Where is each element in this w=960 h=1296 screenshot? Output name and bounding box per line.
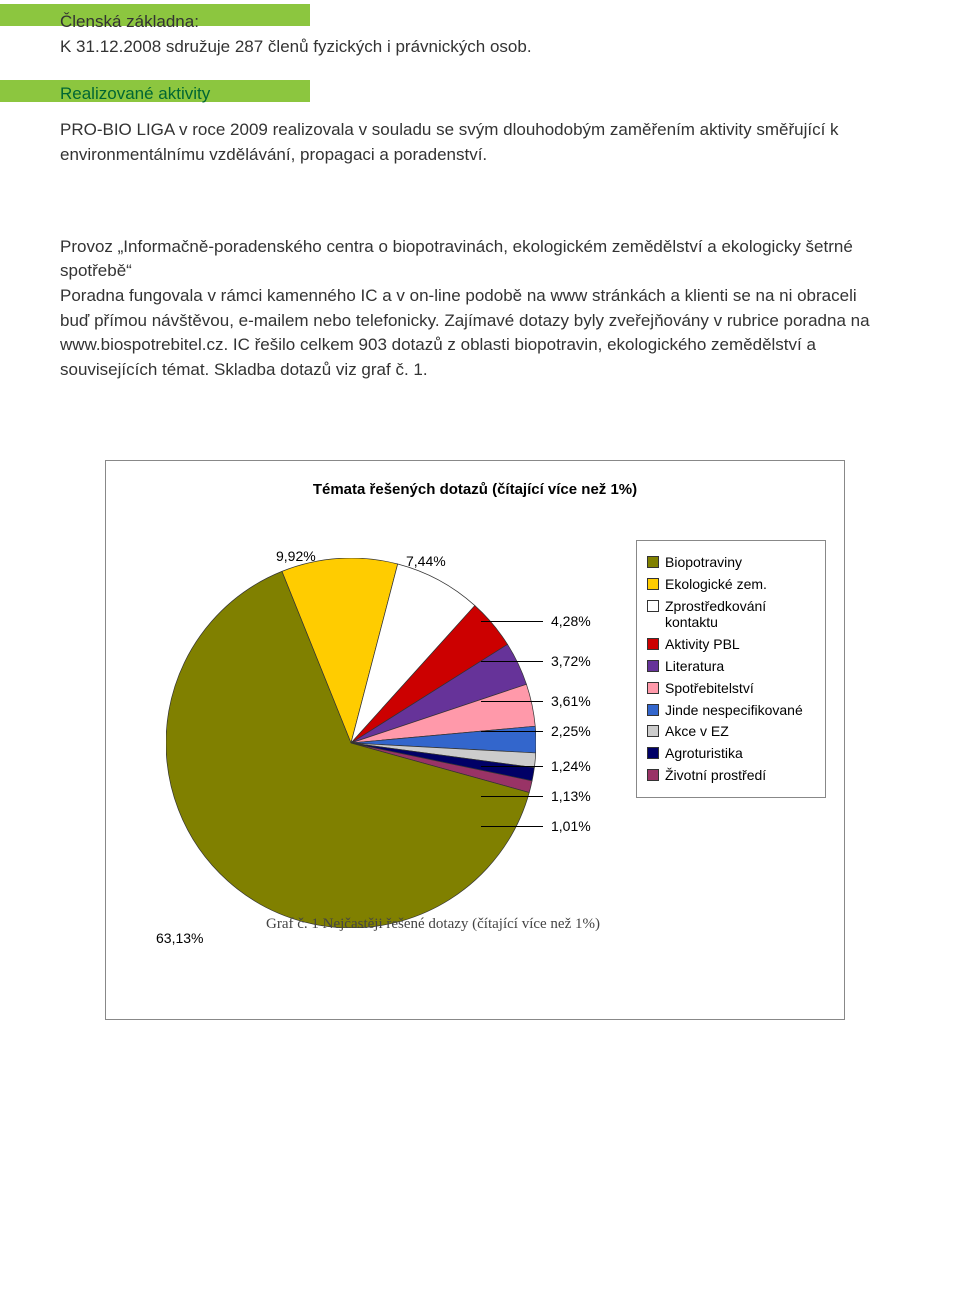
legend-item: Životní prostředí — [647, 767, 815, 784]
chart-title: Témata řešených dotazů (čítající více ne… — [106, 481, 844, 498]
legend-swatch — [647, 747, 659, 759]
pct-label: 4,28% — [551, 613, 591, 629]
pct-label: 2,25% — [551, 723, 591, 739]
chart-legend: Biopotraviny Ekologické zem. Zprostředková… — [636, 540, 826, 798]
pct-label-7-44: 7,44% — [406, 553, 446, 569]
pie-svg — [166, 558, 536, 928]
paragraph-2: Provoz „Informačně-poradenského centra o… — [60, 210, 880, 382]
legend-swatch — [647, 660, 659, 672]
chart-container: Témata řešených dotazů (čítající více ne… — [105, 460, 845, 1020]
legend-swatch — [647, 600, 659, 612]
legend-item: Spotřebitelství — [647, 680, 815, 697]
pct-label: 1,01% — [551, 818, 591, 834]
legend-item: Jinde nespecifikované — [647, 702, 815, 719]
leader-line — [481, 621, 543, 622]
legend-label: Biopotraviny — [665, 554, 742, 571]
pct-label: 3,61% — [551, 693, 591, 709]
pct-label: 1,13% — [551, 788, 591, 804]
legend-swatch — [647, 638, 659, 650]
legend-label: Spotřebitelství — [665, 680, 754, 697]
legend-item: Biopotraviny — [647, 554, 815, 571]
legend-swatch — [647, 578, 659, 590]
legend-item: Ekologické zem. — [647, 576, 815, 593]
legend-label: Akce v EZ — [665, 723, 729, 740]
legend-swatch — [647, 682, 659, 694]
heading1-line2: K 31.12.2008 sdružuje 287 členů fyzickýc… — [60, 37, 532, 56]
legend-item: Literatura — [647, 658, 815, 675]
paragraph-1: PRO-BIO LIGA v roce 2009 realizovala v s… — [60, 118, 880, 167]
section-heading-activities: Realizované aktivity — [60, 82, 880, 107]
legend-item: Agroturistika — [647, 745, 815, 762]
leader-line — [481, 766, 543, 767]
leader-line — [481, 731, 543, 732]
legend-swatch — [647, 704, 659, 716]
legend-label: Aktivity PBL — [665, 636, 740, 653]
heading1-line1: Členská základna: — [60, 12, 199, 31]
legend-swatch — [647, 556, 659, 568]
chart-caption: Graf č. 1 Nejčastěji řešené dotazy (číta… — [266, 916, 600, 933]
legend-label: Zprostředkování kontaktu — [665, 598, 815, 632]
legend-swatch — [647, 725, 659, 737]
legend-label: Životní prostředí — [665, 767, 766, 784]
pct-label-63-13: 63,13% — [156, 930, 203, 946]
leader-line — [481, 826, 543, 827]
legend-label: Ekologické zem. — [665, 576, 767, 593]
legend-label: Literatura — [665, 658, 724, 675]
section-heading-membership: Členská základna: K 31.12.2008 sdružuje … — [60, 10, 880, 59]
leader-line — [481, 796, 543, 797]
pct-label: 3,72% — [551, 653, 591, 669]
legend-item: Zprostředkování kontaktu — [647, 598, 815, 632]
heading2-text: Realizované aktivity — [60, 84, 210, 103]
legend-item: Akce v EZ — [647, 723, 815, 740]
legend-swatch — [647, 769, 659, 781]
legend-item: Aktivity PBL — [647, 636, 815, 653]
legend-label: Jinde nespecifikované — [665, 702, 803, 719]
leader-line — [481, 701, 543, 702]
pie-chart — [166, 558, 536, 928]
leader-line — [481, 661, 543, 662]
pct-label-9-92: 9,92% — [276, 548, 316, 564]
pct-label: 1,24% — [551, 758, 591, 774]
para2-text: Provoz „Informačně-poradenského centra o… — [60, 237, 870, 379]
chart-area: 9,92% 7,44% 4,28% 3,72% 3,61% 2,25% 1,24% 1,1… — [106, 498, 844, 998]
legend-label: Agroturistika — [665, 745, 743, 762]
para1-text: PRO-BIO LIGA v roce 2009 realizovala v s… — [60, 120, 839, 164]
